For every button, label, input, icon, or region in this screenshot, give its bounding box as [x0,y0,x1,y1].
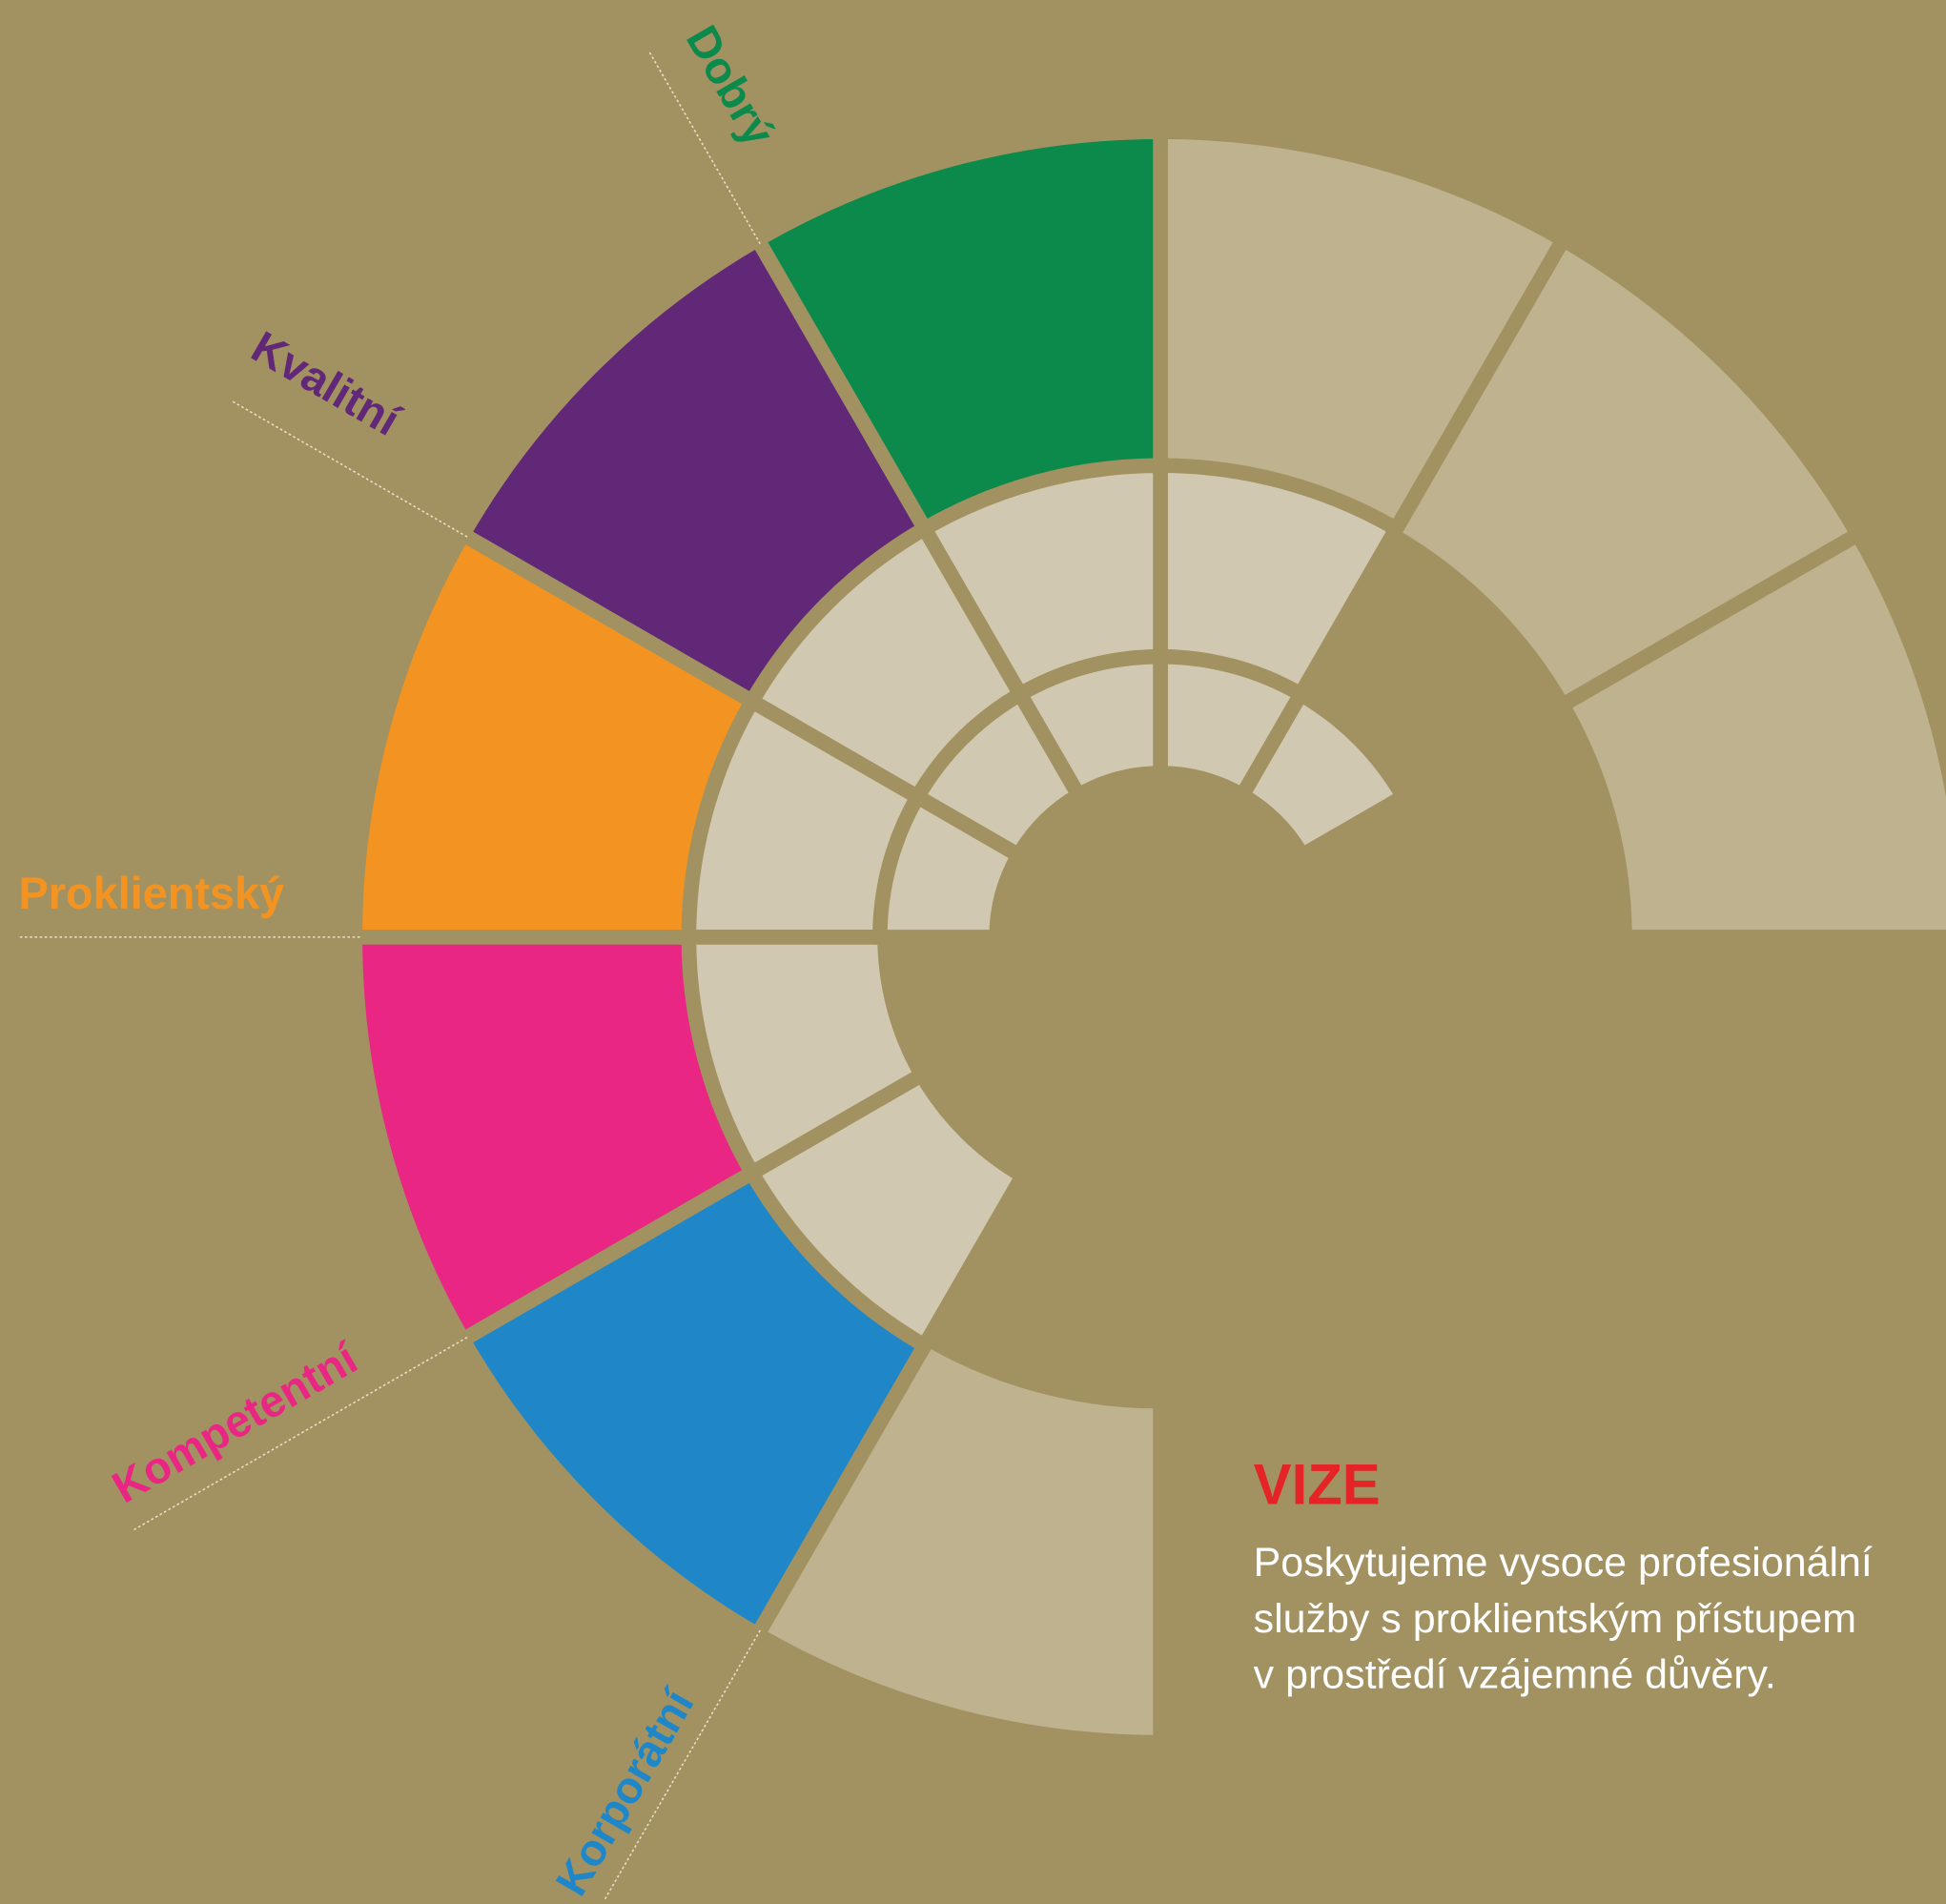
guide-line [647,50,761,245]
outer-segment [1551,523,1946,945]
vize-line: Poskytujeme vysoce profesionální [1254,1540,1873,1586]
label-proklientsky: Proklientský [19,869,285,918]
vize-line: v prostředí vzájemné důvěry. [1254,1651,1776,1697]
guide-line [604,1629,761,1900]
outer-segment [1382,229,1869,716]
outer-segment [747,1328,1168,1750]
inner-segment [872,787,1029,945]
vize-title: VIZE [1254,1453,1381,1517]
guide-lines [18,50,761,1900]
vize-line: služby s proklientským přístupem [1254,1596,1856,1642]
rings [347,124,1946,1750]
middle-segment [742,1064,1034,1356]
guide-line [230,399,468,538]
